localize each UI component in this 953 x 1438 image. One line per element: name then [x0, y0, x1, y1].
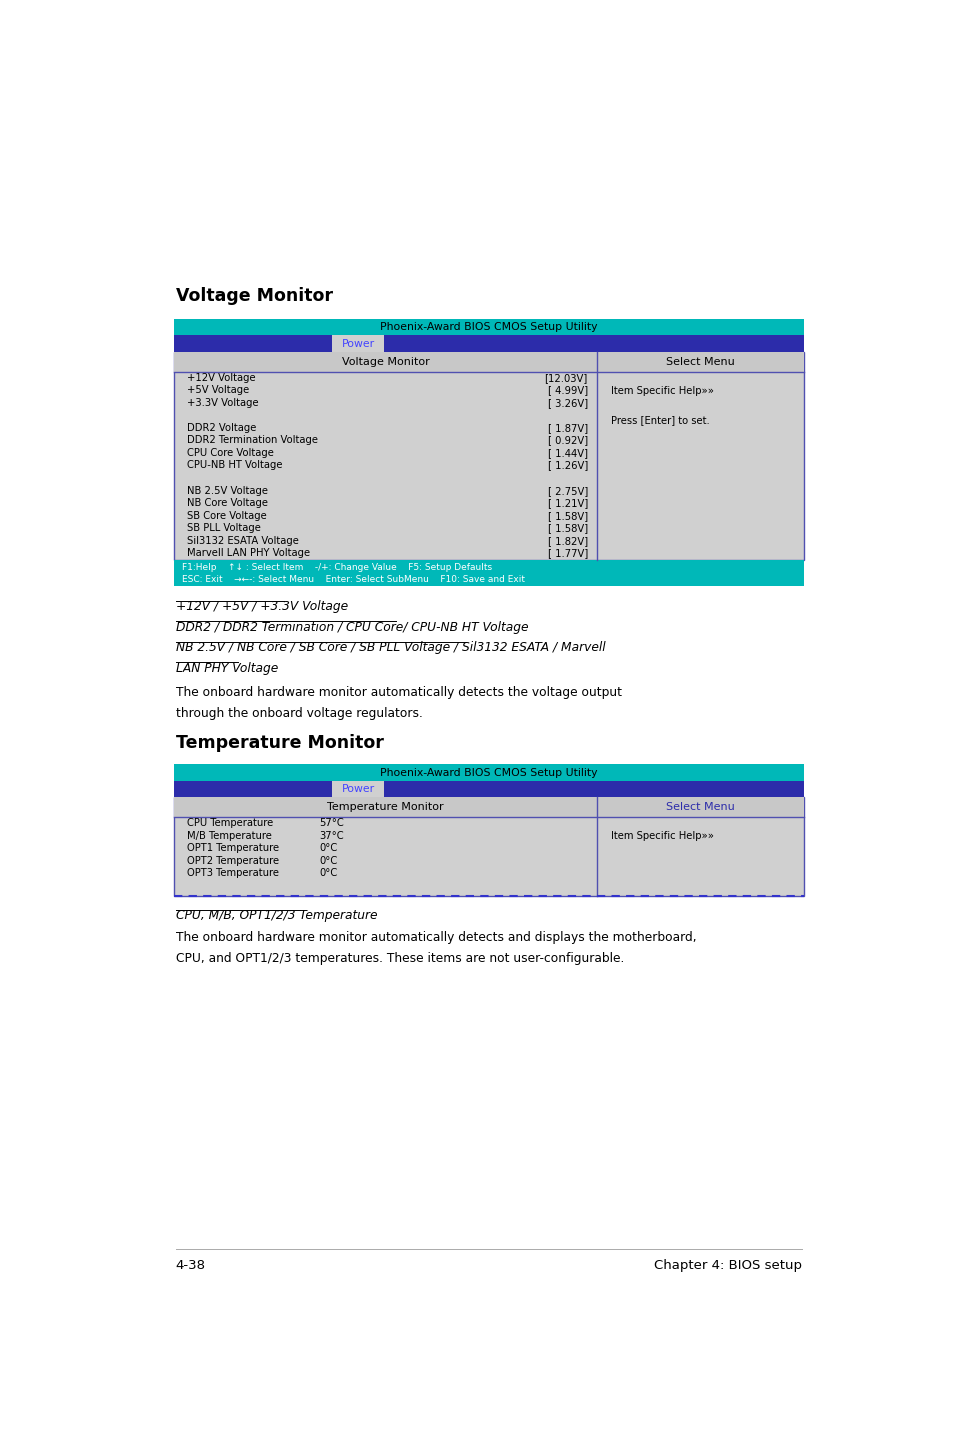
Text: [12.03V]: [12.03V]: [544, 372, 587, 383]
Text: NB Core Voltage: NB Core Voltage: [187, 498, 268, 508]
Text: 37°C: 37°C: [319, 831, 343, 841]
Text: Voltage Monitor: Voltage Monitor: [341, 357, 429, 367]
Text: DDR2 Termination Voltage: DDR2 Termination Voltage: [187, 436, 318, 446]
Text: ESC: Exit    →←-: Select Menu    Enter: Select SubMenu    F10: Save and Exit: ESC: Exit →←-: Select Menu Enter: Select…: [182, 575, 524, 584]
Text: Power: Power: [341, 784, 375, 794]
Text: [ 1.82V]: [ 1.82V]: [547, 536, 587, 546]
Text: OPT3 Temperature: OPT3 Temperature: [187, 869, 279, 879]
Text: CPU-NB HT Voltage: CPU-NB HT Voltage: [187, 460, 283, 470]
Text: Select Menu: Select Menu: [665, 357, 734, 367]
Text: Marvell LAN PHY Voltage: Marvell LAN PHY Voltage: [187, 548, 311, 558]
Text: CPU Temperature: CPU Temperature: [187, 818, 274, 828]
Text: Item Specific Help»»: Item Specific Help»»: [611, 831, 714, 841]
Text: CPU, M/B, OPT1/2/3 Temperature: CPU, M/B, OPT1/2/3 Temperature: [175, 909, 377, 922]
Bar: [332, 781, 384, 798]
Text: +12V / +5V / +3.3V Voltage: +12V / +5V / +3.3V Voltage: [175, 600, 348, 613]
Text: [ 3.26V]: [ 3.26V]: [547, 398, 587, 408]
Text: [ 1.77V]: [ 1.77V]: [547, 548, 587, 558]
Text: +12V Voltage: +12V Voltage: [187, 372, 255, 383]
Bar: [174, 352, 802, 561]
Text: SB Core Voltage: SB Core Voltage: [187, 510, 267, 521]
Text: DDR2 / DDR2 Termination / CPU Core/ CPU-NB HT Voltage: DDR2 / DDR2 Termination / CPU Core/ CPU-…: [175, 621, 528, 634]
Text: [ 1.58V]: [ 1.58V]: [547, 510, 587, 521]
Text: 4-38: 4-38: [175, 1260, 206, 1273]
Text: [ 0.92V]: [ 0.92V]: [547, 436, 587, 446]
Text: Voltage Monitor: Voltage Monitor: [175, 286, 333, 305]
Text: OPT1 Temperature: OPT1 Temperature: [187, 843, 279, 853]
Bar: [174, 798, 802, 896]
Text: Chapter 4: BIOS setup: Chapter 4: BIOS setup: [654, 1260, 801, 1273]
Text: [ 1.58V]: [ 1.58V]: [547, 523, 587, 533]
Text: [ 1.87V]: [ 1.87V]: [547, 423, 587, 433]
Text: Select Menu: Select Menu: [665, 802, 734, 812]
Text: Phoenix-Award BIOS CMOS Setup Utility: Phoenix-Award BIOS CMOS Setup Utility: [380, 768, 597, 778]
Text: M/B Temperature: M/B Temperature: [187, 831, 272, 841]
Bar: [174, 335, 802, 352]
Text: Temperature Monitor: Temperature Monitor: [175, 733, 383, 752]
Text: NB 2.5V / NB Core / SB Core / SB PLL Voltage / Sil3132 ESATA / Marvell: NB 2.5V / NB Core / SB Core / SB PLL Vol…: [175, 641, 605, 654]
Text: +3.3V Voltage: +3.3V Voltage: [187, 398, 259, 408]
Text: 57°C: 57°C: [319, 818, 344, 828]
Text: [ 1.21V]: [ 1.21V]: [547, 498, 587, 508]
Text: 0°C: 0°C: [319, 856, 337, 866]
Text: 0°C: 0°C: [319, 843, 337, 853]
Text: DDR2 Voltage: DDR2 Voltage: [187, 423, 256, 433]
Text: CPU, and OPT1/2/3 temperatures. These items are not user-configurable.: CPU, and OPT1/2/3 temperatures. These it…: [175, 952, 623, 965]
Text: Temperature Monitor: Temperature Monitor: [327, 802, 443, 812]
Text: LAN PHY Voltage: LAN PHY Voltage: [175, 661, 277, 674]
Text: Sil3132 ESATA Voltage: Sil3132 ESATA Voltage: [187, 536, 299, 546]
Text: Power: Power: [341, 339, 375, 348]
Text: +5V Voltage: +5V Voltage: [187, 385, 250, 395]
Text: [ 2.75V]: [ 2.75V]: [547, 486, 587, 496]
Text: SB PLL Voltage: SB PLL Voltage: [187, 523, 261, 533]
Text: [ 4.99V]: [ 4.99V]: [547, 385, 587, 395]
Bar: [174, 561, 802, 587]
Bar: [174, 798, 802, 817]
Text: Item Specific Help»»: Item Specific Help»»: [611, 385, 714, 395]
Text: through the onboard voltage regulators.: through the onboard voltage regulators.: [175, 706, 422, 719]
Text: [ 1.44V]: [ 1.44V]: [547, 449, 587, 457]
Text: F1:Help    ↑↓ : Select Item    -/+: Change Value    F5: Setup Defaults: F1:Help ↑↓ : Select Item -/+: Change Val…: [182, 564, 492, 572]
Bar: [174, 352, 802, 372]
Text: Press [Enter] to set.: Press [Enter] to set.: [611, 416, 709, 426]
Bar: [332, 335, 384, 352]
Bar: [174, 765, 802, 781]
Bar: [174, 319, 802, 335]
Text: [ 1.26V]: [ 1.26V]: [547, 460, 587, 470]
Bar: [174, 781, 802, 798]
Text: 0°C: 0°C: [319, 869, 337, 879]
Text: The onboard hardware monitor automatically detects the voltage output: The onboard hardware monitor automatical…: [175, 686, 621, 699]
Text: The onboard hardware monitor automatically detects and displays the motherboard,: The onboard hardware monitor automatical…: [175, 930, 696, 943]
Text: NB 2.5V Voltage: NB 2.5V Voltage: [187, 486, 268, 496]
Text: Phoenix-Award BIOS CMOS Setup Utility: Phoenix-Award BIOS CMOS Setup Utility: [380, 322, 597, 332]
Text: OPT2 Temperature: OPT2 Temperature: [187, 856, 279, 866]
Text: CPU Core Voltage: CPU Core Voltage: [187, 449, 274, 457]
